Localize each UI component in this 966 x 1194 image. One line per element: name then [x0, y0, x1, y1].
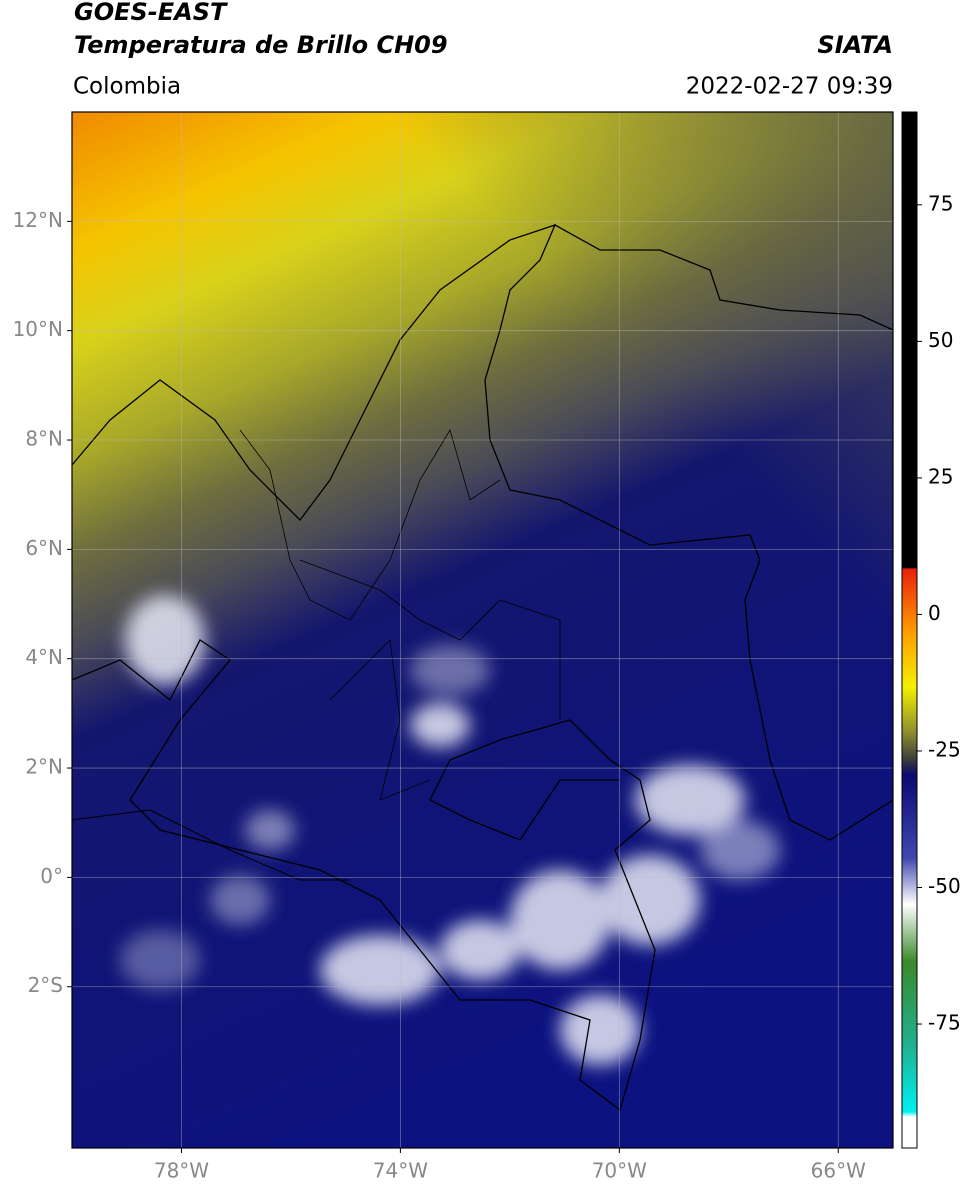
lon-label: 74°W — [373, 1159, 428, 1183]
colorbar-label: -50 — [928, 874, 961, 898]
lat-label: 6°N — [25, 536, 63, 560]
lat-label: 0° — [40, 864, 63, 888]
colorbar-label: -25 — [928, 737, 961, 761]
region: Colombia — [73, 74, 181, 100]
lat-label: 2°N — [25, 755, 63, 779]
colorbar-label: 50 — [928, 328, 953, 352]
borders — [72, 223, 893, 1112]
datetime: 2022-02-27 09:39 — [686, 74, 893, 100]
lon-label: 78°W — [154, 1159, 209, 1183]
title: GOES-EAST — [74, 0, 228, 26]
subtitle: Temperatura de Brillo CH09 — [74, 31, 448, 59]
map-image — [72, 112, 893, 1148]
lon-label: 70°W — [592, 1159, 647, 1183]
lat-label: 12°N — [13, 208, 63, 232]
source: SIATA — [817, 31, 893, 59]
clouds — [120, 595, 780, 1065]
lon-label: 66°W — [811, 1159, 866, 1183]
lat-label: 10°N — [13, 317, 63, 341]
lat-label: 2°S — [28, 973, 63, 997]
colorbar-label: 25 — [928, 464, 953, 488]
colorbar-label: -75 — [928, 1011, 961, 1035]
colorbar — [901, 111, 918, 1149]
lat-label: 8°N — [25, 427, 63, 451]
grid — [72, 112, 893, 1148]
lat-label: 4°N — [25, 645, 63, 669]
map-frame — [71, 111, 894, 1149]
colorbar-label: 0 — [928, 601, 941, 625]
colorbar-label: 75 — [928, 191, 953, 215]
